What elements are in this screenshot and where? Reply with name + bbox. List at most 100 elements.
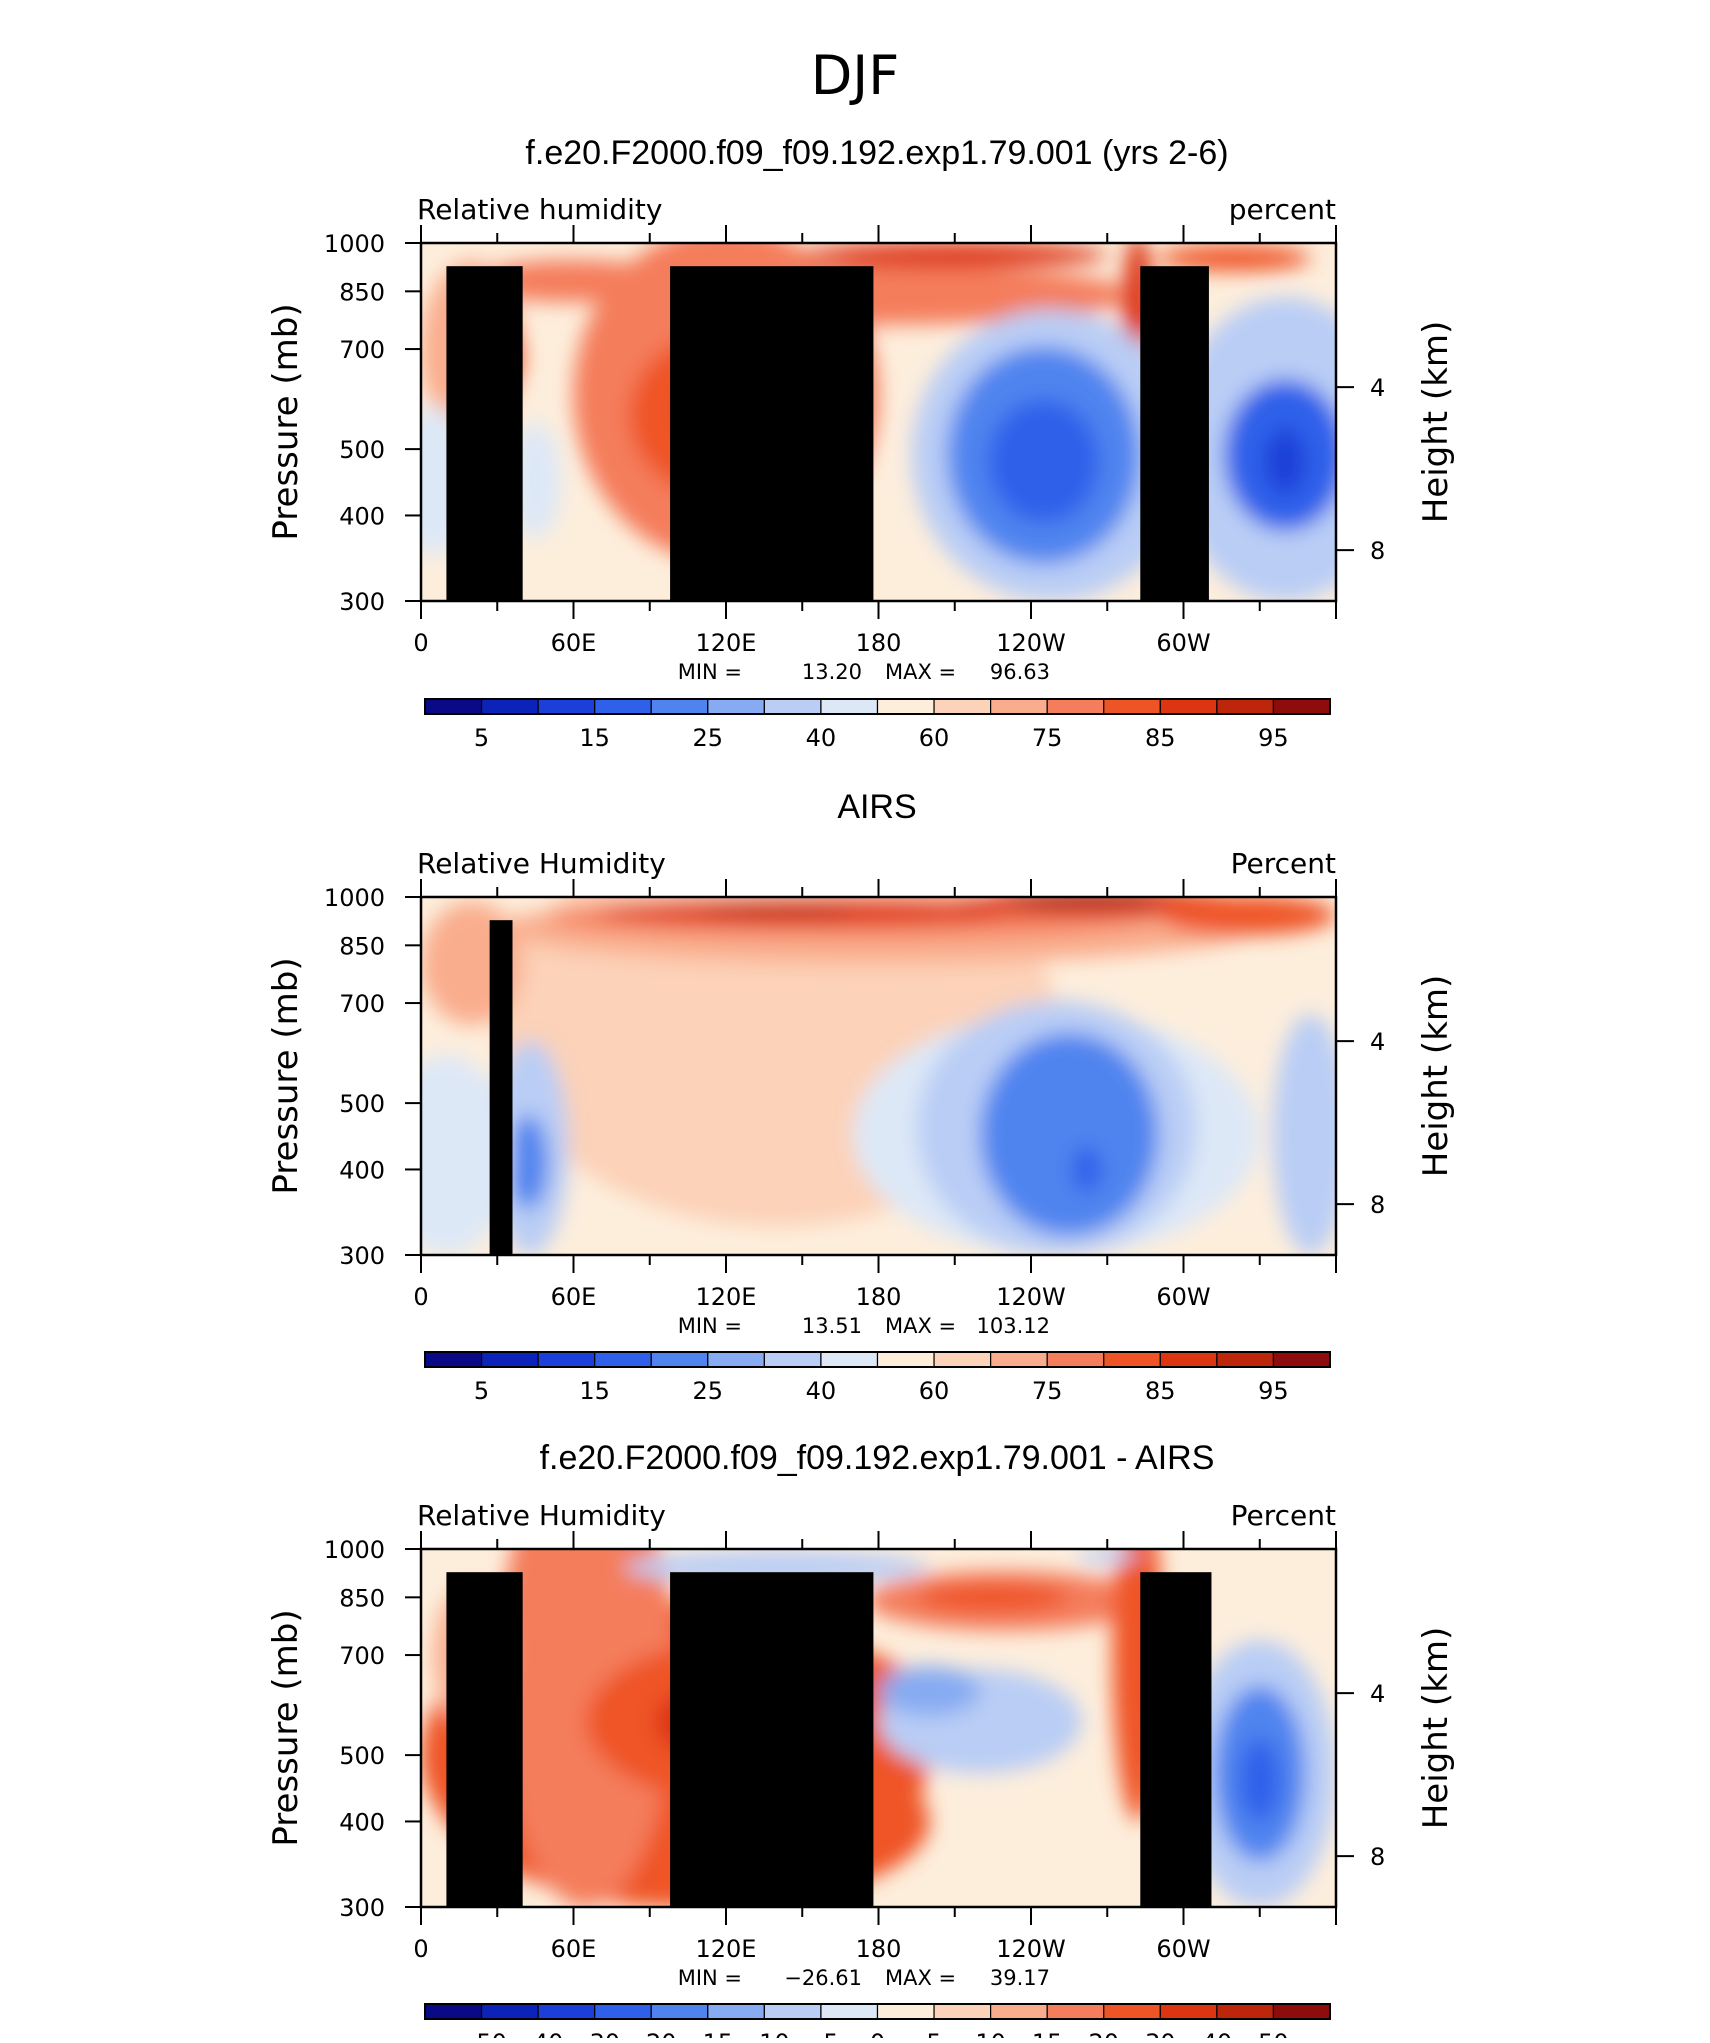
colorbar-frame bbox=[424, 1351, 1331, 1368]
colorbar-label: 75 bbox=[1032, 1377, 1063, 1405]
x-tick-label: 180 bbox=[856, 1283, 902, 1311]
colorbar: 5 15 25 40 60 75 85 95 bbox=[424, 1351, 1331, 1405]
contour-region-15 bbox=[507, 1115, 549, 1210]
colorbar-swatch bbox=[707, 2003, 765, 2020]
y-tick-label: 850 bbox=[339, 932, 385, 960]
contour-field bbox=[421, 897, 1336, 1255]
colorbar-swatch bbox=[1159, 698, 1218, 715]
x-tick-label: 60E bbox=[551, 629, 597, 657]
colorbar-swatch bbox=[650, 1351, 709, 1368]
contour-region-8 bbox=[1158, 897, 1336, 936]
contour-field bbox=[421, 243, 1336, 601]
colorbar-label: 25 bbox=[693, 724, 724, 752]
colorbar-swatch bbox=[820, 2003, 879, 2020]
units-label: Percent bbox=[1231, 1499, 1336, 1532]
colorbar-swatch bbox=[707, 1351, 765, 1368]
terrain-mask-4 bbox=[1140, 1572, 1212, 1907]
y-tick-label: 400 bbox=[339, 1156, 385, 1184]
x-tick-label: 120W bbox=[996, 1935, 1066, 1963]
colorbar-swatch bbox=[480, 698, 539, 715]
min-label: MIN = bbox=[678, 660, 742, 684]
colorbar-swatch bbox=[1159, 2003, 1218, 2020]
colorbar-swatch bbox=[876, 698, 935, 715]
colorbar-swatch bbox=[1103, 698, 1161, 715]
colorbar-swatch bbox=[1046, 698, 1105, 715]
colorbar-swatch bbox=[990, 2003, 1048, 2020]
x-tick-label: 60W bbox=[1156, 1935, 1210, 1963]
colorbar-swatch bbox=[594, 1351, 652, 1368]
colorbar-swatch bbox=[1159, 1351, 1218, 1368]
height-tick-label: 8 bbox=[1370, 537, 1385, 565]
right-axis-title: Height (km) bbox=[1416, 321, 1456, 524]
x-tick-label: 0 bbox=[413, 1283, 428, 1311]
colorbar-label: −5 bbox=[803, 2029, 838, 2038]
units-label: Percent bbox=[1231, 847, 1336, 880]
colorbar-swatch bbox=[763, 698, 822, 715]
y-tick-label: 300 bbox=[339, 588, 385, 616]
colorbar-swatch bbox=[820, 1351, 879, 1368]
y-tick-label: 850 bbox=[339, 278, 385, 306]
height-tick-label: 4 bbox=[1370, 1028, 1385, 1056]
x-tick-label: 60E bbox=[551, 1935, 597, 1963]
colorbar-swatch bbox=[1272, 698, 1331, 715]
variable-label: Relative Humidity bbox=[417, 847, 666, 880]
max-label: MAX = bbox=[885, 1966, 956, 1990]
colorbar-swatch bbox=[650, 698, 709, 715]
contour-region-7 bbox=[1005, 897, 1159, 907]
colorbar-label: 40 bbox=[806, 1377, 837, 1405]
colorbar-label: 15 bbox=[579, 1377, 610, 1405]
x-tick-label: 180 bbox=[856, 629, 902, 657]
x-tick-label: 0 bbox=[413, 1935, 428, 1963]
colorbar: −50−40−30−20−15−10−505101520304050 bbox=[424, 2003, 1331, 2043]
colorbar-swatch bbox=[650, 2003, 709, 2020]
contour-region-17 bbox=[509, 422, 561, 539]
panel-title: f.e20.F2000.f09_f09.192.exp1.79.001 (yrs… bbox=[525, 134, 1228, 172]
contour-region-17 bbox=[1272, 1013, 1336, 1255]
colorbar-swatch bbox=[1046, 1351, 1105, 1368]
panel-2: AIRS Relative Humidity Percent 0 60E 120E 180 1… bbox=[266, 788, 1456, 1405]
colorbar-label: 25 bbox=[693, 1377, 724, 1405]
terrain-mask-2 bbox=[492, 291, 516, 601]
colorbar-label: 60 bbox=[919, 1377, 950, 1405]
colorbar-label: 85 bbox=[1145, 1377, 1176, 1405]
contour-region-16 bbox=[421, 1054, 510, 1255]
colorbar-swatch bbox=[1272, 1351, 1331, 1368]
contour-region-13 bbox=[987, 399, 1100, 523]
contour-regions bbox=[421, 897, 1336, 1255]
colorbar-swatch bbox=[1216, 2003, 1275, 2020]
colorbar-label: −15 bbox=[682, 2029, 733, 2038]
y-tick-label: 1000 bbox=[324, 230, 385, 258]
max-value: 103.12 bbox=[977, 1314, 1050, 1338]
contour-region-5 bbox=[700, 904, 854, 917]
colorbar-label: 5 bbox=[926, 2029, 941, 2038]
y-tick-label: 500 bbox=[339, 436, 385, 464]
terrain-mask-3 bbox=[670, 1572, 874, 1907]
contour-region-16 bbox=[1264, 428, 1306, 494]
min-value: 13.20 bbox=[802, 660, 862, 684]
colorbar-swatch bbox=[1272, 2003, 1331, 2020]
colorbar-swatch bbox=[1046, 2003, 1105, 2020]
colorbar-swatch bbox=[763, 2003, 822, 2020]
colorbar-label: 40 bbox=[1202, 2029, 1233, 2038]
colorbar-swatch bbox=[424, 698, 483, 715]
colorbar-swatch bbox=[707, 698, 765, 715]
right-axis-title: Height (km) bbox=[1416, 975, 1456, 1178]
colorbar-label: −10 bbox=[739, 2029, 790, 2038]
colorbar-label: 15 bbox=[579, 724, 610, 752]
colorbar-swatch bbox=[1216, 698, 1275, 715]
contour-region-16 bbox=[1076, 1549, 1138, 1563]
colorbar-swatch bbox=[1216, 1351, 1275, 1368]
x-tick-label: 120E bbox=[696, 629, 757, 657]
max-value: 96.63 bbox=[990, 660, 1050, 684]
colorbar-swatch bbox=[990, 1351, 1048, 1368]
colorbar-swatch bbox=[1103, 1351, 1161, 1368]
y-tick-label: 400 bbox=[339, 1808, 385, 1836]
y-tick-label: 300 bbox=[339, 1894, 385, 1922]
y-tick-label: 700 bbox=[339, 1642, 385, 1670]
height-tick-label: 4 bbox=[1370, 374, 1385, 402]
x-tick-label: 120E bbox=[696, 1283, 757, 1311]
panel-title: f.e20.F2000.f09_f09.192.exp1.79.001 - AI… bbox=[540, 1439, 1215, 1477]
panel-1: f.e20.F2000.f09_f09.192.exp1.79.001 (yrs… bbox=[266, 134, 1456, 752]
colorbar-swatch bbox=[876, 1351, 935, 1368]
colorbar: 5 15 25 40 60 75 85 95 bbox=[424, 698, 1331, 752]
